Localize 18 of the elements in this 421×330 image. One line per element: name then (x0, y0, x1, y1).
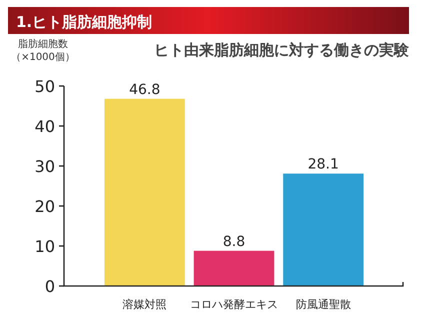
x-tick-label: 溶媒対照 (122, 298, 167, 311)
y-tick-label: 10 (34, 237, 55, 256)
x-tick-label: コロハ発酵エキス (190, 298, 278, 311)
y-axis-title: 脂肪細胞数（×1000個） (10, 38, 76, 64)
x-tick-label: 防風通聖散 (296, 298, 351, 311)
data-label: 8.8 (222, 234, 246, 250)
chart-subtitle: ヒト由来脂肪細胞に対する働きの実験 (154, 41, 410, 59)
bar (194, 250, 274, 286)
y-tick-label: 40 (34, 117, 55, 136)
bar (104, 98, 185, 286)
y-tick-label: 50 (34, 77, 55, 96)
chart-title: 1.ヒト脂肪細胞抑制 (16, 13, 152, 31)
bar (283, 174, 364, 286)
data-label: 46.8 (129, 82, 160, 98)
y-tick-label: 20 (34, 197, 55, 216)
y-tick-label: 0 (44, 277, 55, 296)
data-label: 28.1 (308, 156, 339, 173)
y-tick-label: 30 (34, 157, 55, 176)
